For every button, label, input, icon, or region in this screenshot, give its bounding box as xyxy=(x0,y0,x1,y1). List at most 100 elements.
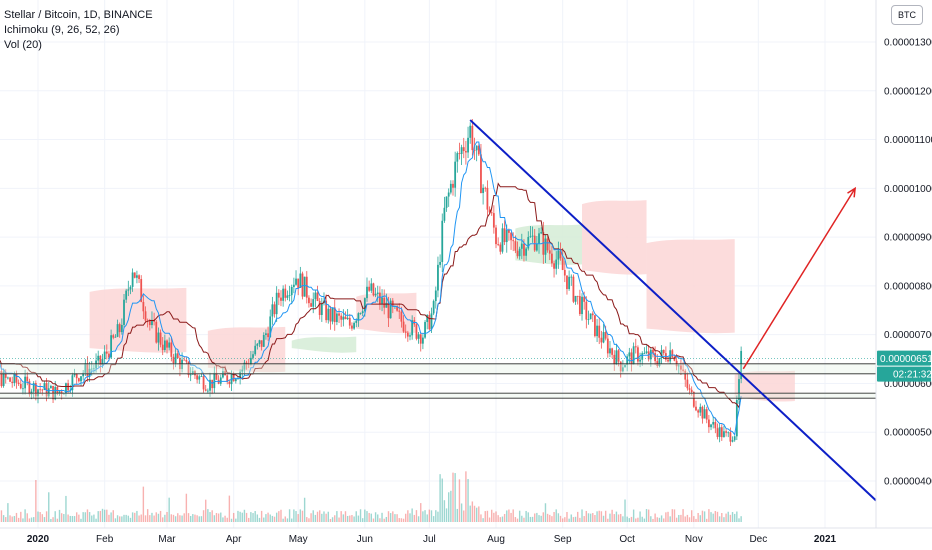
candle-body xyxy=(2,372,5,387)
volume-bar xyxy=(192,514,194,522)
volume-bar xyxy=(239,511,241,522)
candle-body xyxy=(409,335,411,337)
lower-zone xyxy=(0,393,876,399)
candle-body xyxy=(125,290,128,300)
volume-legend[interactable]: Vol (20) xyxy=(4,39,42,51)
candle-body xyxy=(256,343,259,346)
candle-body xyxy=(26,376,29,382)
volume-bar xyxy=(671,509,674,522)
candle-body xyxy=(654,353,657,362)
volume-bar xyxy=(379,518,381,522)
volume-bar xyxy=(736,511,738,522)
volume-bar xyxy=(202,510,205,522)
ichimoku-legend[interactable]: Ichimoku (9, 26, 52, 26) xyxy=(4,24,120,36)
volume-bar xyxy=(103,509,106,522)
volume-bar xyxy=(71,515,74,522)
candle-body xyxy=(604,332,607,339)
candle-body xyxy=(381,297,383,305)
candle-body xyxy=(148,320,151,326)
candle-body xyxy=(15,373,18,383)
volume-bar xyxy=(678,514,680,522)
candle-body xyxy=(303,276,306,297)
candle-body xyxy=(133,272,136,278)
candle-body xyxy=(613,354,616,365)
volume-bar xyxy=(611,509,613,522)
candle-body xyxy=(338,313,340,316)
volume-bar xyxy=(22,518,24,522)
price-tick-label: 0.00000700 xyxy=(884,330,932,341)
candle-body xyxy=(159,332,162,345)
ichimoku-lines xyxy=(0,141,742,436)
currency-badge[interactable]: BTC xyxy=(891,5,923,25)
time-tick-label: Dec xyxy=(749,534,767,545)
candle-body xyxy=(198,376,201,380)
volume-bar xyxy=(129,517,132,522)
drawings[interactable] xyxy=(469,119,877,502)
volume-bar xyxy=(39,512,41,522)
volume-bar xyxy=(598,510,600,522)
volume-bar xyxy=(402,518,405,522)
candle-body xyxy=(449,183,452,193)
candle-body xyxy=(258,340,261,344)
candle-body xyxy=(157,332,160,343)
volume-bar xyxy=(469,505,471,522)
candle-body xyxy=(174,353,177,364)
volume-bar xyxy=(394,514,396,522)
candle-body xyxy=(443,207,446,221)
horizontal-levels[interactable] xyxy=(0,363,876,399)
volume-bar xyxy=(544,503,547,522)
price-axis[interactable]: 0.00001300 0.00001200 0.00001100 0.00001000… xyxy=(0,0,932,528)
symbol-title[interactable]: Stellar / Bitcoin, 1D, BINANCE xyxy=(4,9,153,21)
volume-bar xyxy=(727,511,729,522)
time-axis[interactable]: 2020 Feb Mar Apr May Jun Jul Aug Sep Oct Nov Dec 202… xyxy=(0,527,932,545)
candle-body xyxy=(226,375,229,382)
candle-body xyxy=(277,292,280,298)
candle-body xyxy=(594,315,596,337)
candle-body xyxy=(262,335,265,347)
candle-body xyxy=(465,151,467,153)
upper-zone xyxy=(0,363,876,374)
candle-body xyxy=(58,391,61,394)
volume-bar xyxy=(465,471,467,522)
volume-bar xyxy=(146,509,149,522)
volume-bar xyxy=(566,511,568,522)
candle-body xyxy=(525,248,528,256)
volume-bar xyxy=(473,505,476,522)
volume-bar xyxy=(716,511,719,522)
candle-body xyxy=(222,371,224,378)
candle-body xyxy=(568,276,571,289)
volume-bar xyxy=(542,512,545,522)
volume-bar xyxy=(338,517,340,522)
volume-bar xyxy=(740,516,742,522)
volume-bar xyxy=(604,510,607,522)
arrow-head-icon xyxy=(847,186,857,198)
volume-bar xyxy=(579,517,581,522)
volume-bar xyxy=(2,515,5,522)
candle-body xyxy=(11,381,14,383)
candle-body xyxy=(432,301,435,314)
volume-bar xyxy=(140,514,142,522)
volume-bar xyxy=(288,509,291,522)
volume-bar xyxy=(52,517,54,522)
volume-bar xyxy=(392,511,394,522)
candle-body xyxy=(60,391,63,394)
candle-body xyxy=(512,240,515,242)
candle-body xyxy=(583,296,586,302)
volume-bar xyxy=(91,515,93,522)
candle-body xyxy=(508,229,510,233)
price-tick-label: 0.00000900 xyxy=(884,233,932,244)
volume-bar xyxy=(428,509,431,522)
candle-body xyxy=(684,370,687,380)
volume-bar xyxy=(15,512,18,522)
candle-body xyxy=(286,295,289,298)
volume-bar xyxy=(357,515,360,522)
candle-body xyxy=(501,228,504,252)
candle-body xyxy=(566,275,568,289)
candle-body xyxy=(456,153,459,162)
candle-body xyxy=(527,236,530,249)
candle-body xyxy=(310,303,312,307)
candle-body xyxy=(140,279,143,302)
volume-bar xyxy=(235,518,237,522)
volume-bar xyxy=(263,517,265,522)
